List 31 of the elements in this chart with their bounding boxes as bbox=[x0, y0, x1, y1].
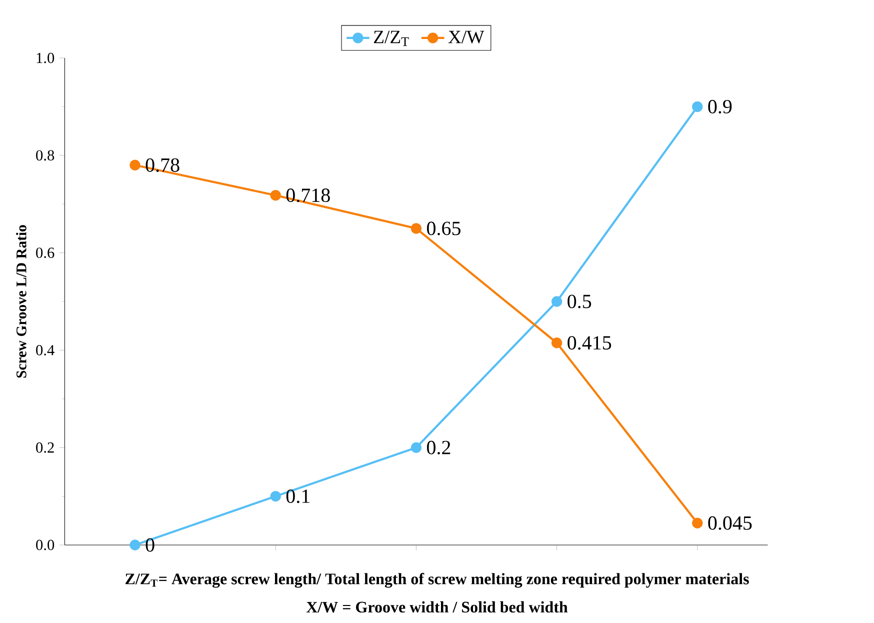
x-axis-title: Z/Z$_{T}$= Average screw length/ Total length of screw melting zone required polymer materials bbox=[126, 572, 749, 588]
data-label: 0.718 bbox=[286, 188, 330, 202]
y-axis-title: Screw Groove L/D Ratio bbox=[16, 225, 26, 378]
point bbox=[270, 190, 281, 201]
point bbox=[692, 518, 703, 528]
point bbox=[551, 296, 562, 307]
data-label: 0.2 bbox=[427, 440, 450, 454]
data-label: 0.5 bbox=[568, 294, 592, 308]
point bbox=[130, 540, 140, 550]
text: X/W = Groove width / Solid bed width bbox=[306, 601, 568, 613]
point bbox=[130, 160, 140, 170]
y-tick-label: 1.0 bbox=[36, 52, 54, 64]
point bbox=[410, 223, 422, 234]
legend-label: X/W bbox=[448, 30, 484, 44]
point bbox=[410, 442, 422, 453]
data-label: 0.9 bbox=[708, 100, 732, 114]
point bbox=[692, 101, 703, 112]
y-tick-label: 0.4 bbox=[36, 344, 54, 356]
data-label: 0 bbox=[146, 538, 154, 552]
y-tick-label: 0.8 bbox=[36, 150, 54, 161]
y-tick-label: 0.6 bbox=[36, 248, 54, 258]
legend-label: Z/Z$_{T}$ bbox=[374, 30, 409, 46]
data-label: 0.1 bbox=[286, 489, 310, 504]
point bbox=[270, 490, 281, 502]
y-tick-label: 0.2 bbox=[36, 442, 54, 453]
data-label: 0.65 bbox=[427, 222, 460, 236]
data-label: 0.415 bbox=[568, 336, 612, 350]
point bbox=[551, 338, 562, 348]
data-label: 0.045 bbox=[708, 516, 752, 530]
data-label: 0.78 bbox=[146, 158, 180, 172]
y-tick-label: 0.0 bbox=[36, 540, 54, 550]
